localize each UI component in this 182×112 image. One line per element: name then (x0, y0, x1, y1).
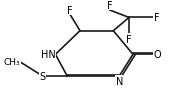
Text: O: O (154, 50, 161, 60)
Text: N: N (116, 76, 123, 86)
Text: S: S (40, 71, 46, 81)
Text: F: F (126, 34, 132, 44)
Text: F: F (107, 1, 112, 11)
Text: HN: HN (41, 50, 56, 60)
Text: CH₃: CH₃ (3, 58, 20, 67)
Text: F: F (154, 13, 159, 23)
Text: F: F (67, 6, 73, 15)
